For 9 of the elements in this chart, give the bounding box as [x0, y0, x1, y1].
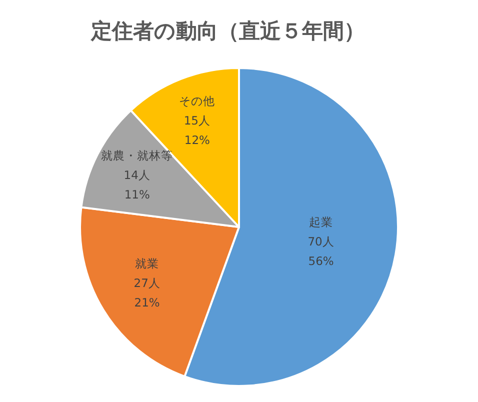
data-label: 27人 21% — [134, 276, 160, 310]
data-label: 70人 56% — [308, 234, 334, 268]
data-label: 14人 11% — [124, 168, 150, 202]
slice-label: 就業 — [135, 256, 160, 271]
slice-label: 起業 — [309, 214, 334, 229]
data-label: 15人 12% — [184, 113, 210, 147]
slice-label: その他 — [179, 94, 216, 108]
chart-title: 定住者の動向（直近５年間） — [90, 19, 365, 43]
slice-label: 就農・就林等 — [101, 148, 174, 162]
